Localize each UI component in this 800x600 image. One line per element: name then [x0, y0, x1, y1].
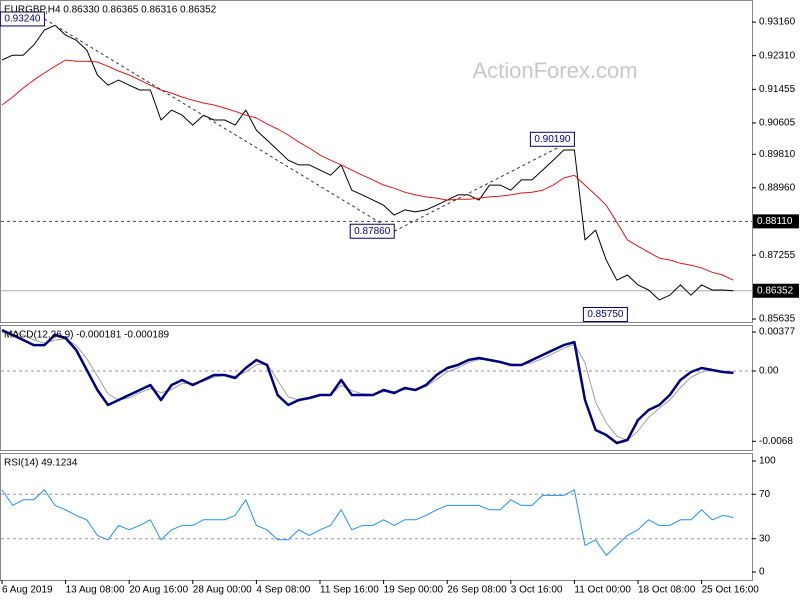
rsi-pane	[0, 453, 753, 581]
annotation-box	[529, 131, 575, 147]
y-tick-label: 0.92310	[759, 50, 796, 61]
y-tick-label: 0.93160	[759, 17, 796, 28]
watermark: ActionForex.com	[472, 58, 637, 83]
y-tick-label: 0.87255	[759, 250, 796, 261]
x-tick-label: 13 Aug 08:00	[66, 585, 125, 596]
y-tick-label: 0.89810	[759, 149, 796, 160]
y-tick-label: 0	[759, 567, 765, 578]
x-tick-label: 11 Sep 16:00	[320, 585, 379, 596]
level-label: 0.88110	[757, 216, 793, 227]
x-tick-label: 26 Sep 08:00	[447, 585, 507, 596]
y-tick-label: 0.00377	[759, 327, 796, 338]
trend-line	[393, 138, 575, 232]
y-tick-label: 0.88960	[759, 182, 796, 193]
x-tick-label: 20 Aug 16:00	[129, 585, 188, 596]
series-line	[1, 24, 734, 301]
price-pane	[0, 0, 753, 323]
series-line	[1, 489, 734, 556]
x-tick-label: 18 Oct 08:00	[638, 585, 696, 596]
level-label-box	[753, 214, 799, 229]
trend-line	[44, 18, 395, 232]
pane-title: MACD(12,26,9) -0.000181 -0.000189	[4, 330, 170, 341]
y-tick-label: 70	[759, 489, 771, 500]
annotation-box	[582, 307, 628, 323]
x-tick-label: 25 Oct 16:00	[702, 585, 760, 596]
level-label: 0.86352	[757, 285, 794, 296]
y-tick-label: 0.00	[759, 366, 779, 377]
y-tick-label: -0.0068	[759, 436, 793, 447]
x-tick-label: 3 Oct 16:00	[511, 585, 563, 596]
annotation-box	[0, 11, 45, 27]
annotation-label: 0.93240	[4, 14, 41, 25]
x-tick-label: 28 Aug 00:00	[193, 585, 252, 596]
y-tick-label: 100	[759, 456, 776, 467]
y-tick-label: 0.91455	[759, 84, 796, 95]
annotation-label: 0.87860	[354, 226, 391, 237]
annotation-label: 0.85750	[587, 309, 624, 320]
pane-title: RSI(14) 49.1234	[4, 458, 78, 469]
x-tick-label: 4 Sep 08:00	[256, 585, 310, 596]
x-tick-label: 11 Oct 00:00	[574, 585, 631, 596]
y-tick-label: 30	[759, 533, 771, 544]
pane-title: EURGBP,H4 0.86330 0.86365 0.86316 0.8635…	[4, 5, 217, 16]
series-line	[1, 328, 734, 445]
x-tick-label: 19 Sep 00:00	[384, 585, 444, 596]
x-tick-label: 6 Aug 2019	[2, 585, 53, 596]
series-line	[1, 59, 734, 281]
annotation-label: 0.90190	[534, 134, 571, 145]
y-tick-label: 0.90605	[759, 118, 796, 129]
y-tick-label: 0.85635	[759, 314, 796, 325]
level-label-box	[753, 283, 799, 298]
annotation-box	[349, 223, 395, 239]
macd-pane	[0, 325, 753, 451]
